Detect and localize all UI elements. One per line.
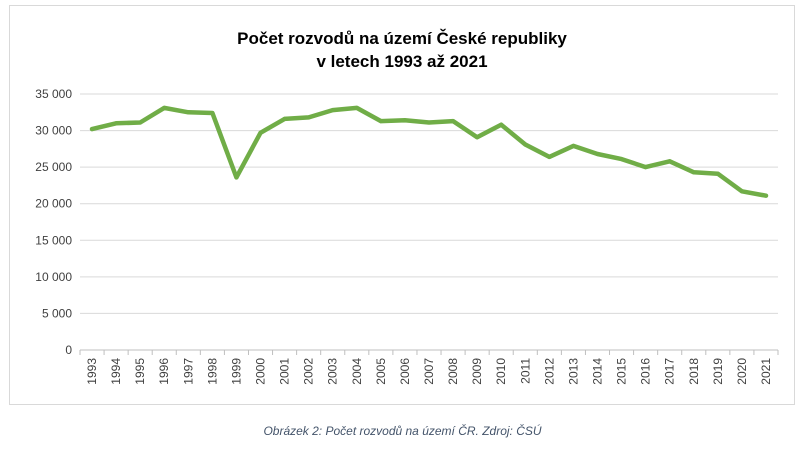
data-point (90, 127, 95, 132)
data-point (402, 118, 407, 123)
x-axis-ticks: 1993 1994 1995 1996 1997 1998 1999 2000 2001 2002… (79, 350, 779, 385)
x-tick-label: 2018 (687, 358, 701, 385)
x-tick-label: 2020 (735, 358, 749, 385)
x-tick-label: 2017 (663, 358, 677, 385)
x-tick-label: 2003 (326, 358, 340, 385)
y-axis-ticks: 0 5 000 10 000 15 000 20 000 25 000 30 000 35 0… (35, 87, 72, 357)
x-tick-label: 1997 (181, 358, 195, 385)
x-tick-label: 2014 (590, 358, 604, 385)
data-point (475, 135, 480, 140)
data-point (715, 171, 720, 176)
x-tick-label: 2012 (542, 358, 556, 385)
data-point (451, 119, 456, 124)
data-point (739, 189, 744, 194)
x-tick-label: 2004 (350, 358, 364, 385)
data-point (667, 159, 672, 164)
y-tick-label: 25 000 (35, 160, 72, 174)
data-point (354, 105, 359, 110)
x-tick-label: 1993 (85, 358, 99, 385)
data-point (595, 151, 600, 156)
x-tick-label: 2015 (615, 358, 629, 385)
y-tick-label: 20 000 (35, 197, 72, 211)
data-point (306, 115, 311, 120)
data-point (234, 175, 239, 180)
x-tick-label: 1996 (157, 358, 171, 385)
data-point (378, 119, 383, 124)
x-tick-label: 2021 (759, 358, 773, 385)
x-tick-label: 1999 (229, 358, 243, 385)
data-point (619, 157, 624, 162)
x-tick-label: 2002 (302, 358, 316, 385)
data-point (643, 165, 648, 170)
x-tick-label: 2000 (254, 358, 268, 385)
x-tick-label: 1995 (133, 358, 147, 385)
x-tick-label: 2007 (422, 358, 436, 385)
data-point (427, 120, 431, 125)
x-tick-label: 2011 (518, 358, 532, 384)
data-point (547, 154, 552, 159)
chart-frame: Počet rozvodů na území České republiky v… (9, 5, 795, 405)
series-layer (89, 105, 769, 198)
data-point (162, 105, 167, 110)
data-point (691, 170, 696, 175)
data-point (186, 110, 191, 115)
x-tick-label: 2001 (278, 358, 292, 385)
figure-caption: Obrázek 2: Počet rozvodů na území ČR. Zd… (263, 424, 542, 438)
x-tick-label: 2009 (470, 358, 484, 385)
y-tick-label: 15 000 (35, 233, 72, 247)
x-tick-label: 2019 (711, 358, 725, 385)
chart-title-line-1: Počet rozvodů na území České republiky (237, 29, 567, 48)
data-point (258, 130, 263, 135)
chart-title-line-2: v letech 1993 až 2021 (316, 52, 487, 71)
x-tick-label: 2006 (398, 358, 412, 385)
y-tick-label: 30 000 (35, 124, 72, 138)
y-tick-label: 35 000 (35, 87, 72, 101)
x-tick-label: 2013 (566, 358, 580, 385)
data-point (210, 111, 215, 116)
data-point (571, 143, 576, 148)
x-tick-label: 1994 (109, 358, 123, 385)
y-tick-label: 5 000 (42, 306, 72, 320)
data-point (330, 108, 335, 113)
data-point (282, 116, 287, 121)
gridlines (80, 93, 778, 351)
x-tick-label: 2010 (494, 358, 508, 385)
line-chart: Počet rozvodů na území České republiky v… (35, 29, 779, 385)
y-tick-label: 0 (65, 343, 72, 357)
x-tick-label: 2008 (446, 358, 460, 385)
x-tick-label: 2016 (639, 358, 653, 385)
data-point (499, 122, 504, 127)
x-tick-label: 2005 (374, 358, 388, 385)
data-point (114, 121, 119, 126)
y-tick-label: 10 000 (35, 270, 72, 284)
data-point (523, 142, 528, 147)
data-point (763, 193, 768, 198)
x-tick-label: 1998 (205, 358, 219, 385)
data-point (138, 120, 143, 125)
